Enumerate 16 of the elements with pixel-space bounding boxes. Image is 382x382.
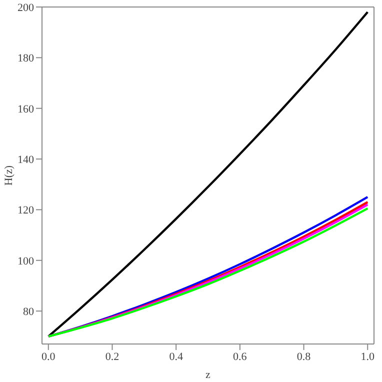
y-tick-label: 100 [18,255,34,268]
x-tick-label: 1.0 [360,350,375,363]
x-tick-label: 0.8 [296,350,312,363]
x-tick-label: 0.4 [169,350,184,363]
x-tick-label: 0.2 [105,350,120,363]
y-tick-label: 180 [18,52,34,65]
line-series [47,10,369,338]
x-tick-label: 0.0 [42,350,56,363]
y-tick-label: 160 [18,103,34,116]
y-tick-label: 200 [18,2,34,14]
y-tick-label: 140 [18,154,34,166]
y-tick-label: 80 [23,306,34,318]
x-axis-title: z [206,369,211,381]
y-tick-label: 120 [18,204,34,217]
x-tick-label: 0.6 [233,350,248,363]
y-axis-title: H(z) [2,165,15,186]
